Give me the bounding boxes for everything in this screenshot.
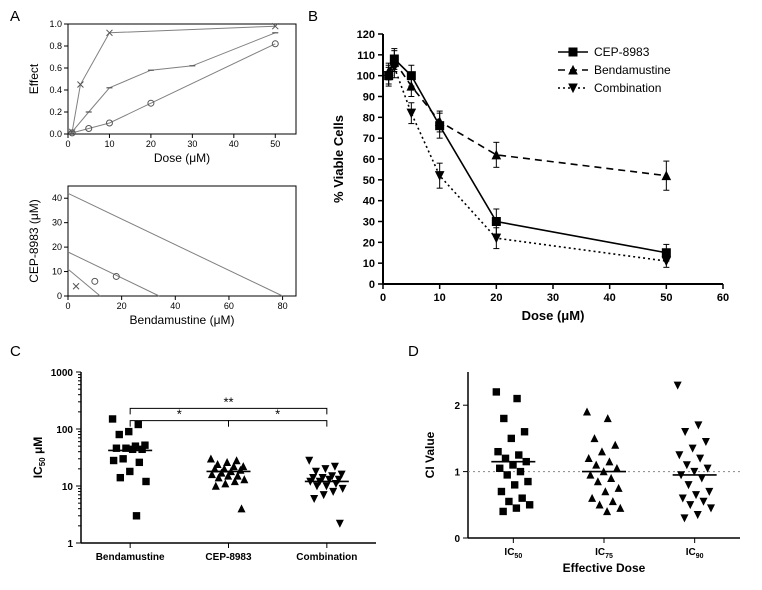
svg-text:IC90: IC90 — [686, 547, 704, 560]
svg-text:60: 60 — [363, 154, 375, 166]
svg-text:50: 50 — [363, 175, 375, 187]
svg-text:50: 50 — [660, 292, 672, 304]
svg-text:20: 20 — [363, 237, 375, 249]
svg-text:80: 80 — [363, 112, 375, 124]
svg-text:0: 0 — [65, 301, 70, 311]
svg-text:IC75: IC75 — [595, 547, 613, 560]
svg-text:20: 20 — [117, 301, 127, 311]
svg-text:20: 20 — [146, 139, 156, 149]
svg-text:60: 60 — [224, 301, 234, 311]
panel-label-b: B — [308, 8, 318, 25]
svg-text:*: * — [177, 407, 182, 422]
svg-text:0: 0 — [57, 291, 62, 301]
svg-text:*: * — [275, 407, 280, 422]
svg-text:40: 40 — [170, 301, 180, 311]
svg-text:100: 100 — [357, 71, 375, 83]
panel-b-viability: 0 10 20 30 40 50 60 70 80 90 100 110 120 0 10 20 30 40 50 6… — [323, 14, 753, 334]
svg-text:0.6: 0.6 — [49, 63, 62, 73]
svg-text:% Viable Cells: % Viable Cells — [331, 115, 346, 203]
svg-text:2: 2 — [454, 401, 460, 412]
svg-text:60: 60 — [717, 292, 729, 304]
svg-text:Combination: Combination — [594, 81, 661, 95]
panel-a-isobologram: 0 10 20 30 40 0 20 40 60 80 Bendamustine (μM) CEP-8… — [26, 178, 306, 338]
svg-text:10: 10 — [62, 482, 74, 493]
svg-text:70: 70 — [363, 133, 375, 145]
svg-text:IC50: IC50 — [504, 547, 522, 560]
svg-text:IC50 μM: IC50 μM — [31, 437, 47, 479]
svg-text:0: 0 — [369, 279, 375, 291]
svg-text:Combination: Combination — [296, 552, 357, 563]
svg-text:Dose (μM): Dose (μM) — [522, 308, 585, 323]
svg-text:110: 110 — [357, 50, 375, 62]
svg-text:Bendamustine (μM): Bendamustine (μM) — [130, 313, 235, 327]
svg-text:40: 40 — [604, 292, 616, 304]
svg-text:40: 40 — [229, 139, 239, 149]
svg-text:CEP-8983: CEP-8983 — [594, 45, 650, 59]
svg-text:10: 10 — [434, 292, 446, 304]
svg-text:40: 40 — [52, 193, 62, 203]
svg-text:120: 120 — [357, 29, 375, 41]
svg-text:80: 80 — [278, 301, 288, 311]
svg-text:100: 100 — [56, 425, 73, 436]
svg-text:0: 0 — [65, 139, 70, 149]
svg-text:0: 0 — [380, 292, 386, 304]
svg-text:Bendamustine: Bendamustine — [594, 63, 671, 77]
svg-text:CEP-8983: CEP-8983 — [205, 552, 252, 563]
svg-text:50: 50 — [270, 139, 280, 149]
svg-text:Effect: Effect — [27, 63, 41, 94]
svg-text:30: 30 — [187, 139, 197, 149]
svg-text:CEP-8983 (μM): CEP-8983 (μM) — [27, 199, 41, 283]
svg-text:0: 0 — [454, 534, 460, 545]
panel-c-ic50: 1 10 100 1000 Bendamustine CEP-8983 Combinatio… — [26, 358, 386, 578]
svg-text:1.0: 1.0 — [49, 19, 62, 29]
panel-a-effect-dose: 0.0 0.2 0.4 0.6 0.8 1.0 0 10 20 30 40 50 Dose (μM) Ef… — [26, 14, 306, 174]
svg-text:30: 30 — [363, 217, 375, 229]
svg-text:1: 1 — [454, 468, 460, 479]
svg-text:20: 20 — [52, 242, 62, 252]
svg-text:Bendamustine: Bendamustine — [96, 552, 165, 563]
svg-text:10: 10 — [52, 267, 62, 277]
svg-text:0.8: 0.8 — [49, 41, 62, 51]
svg-text:0.2: 0.2 — [49, 107, 62, 117]
svg-text:30: 30 — [52, 218, 62, 228]
svg-text:30: 30 — [547, 292, 559, 304]
svg-text:40: 40 — [363, 196, 375, 208]
svg-text:Effective Dose: Effective Dose — [563, 561, 646, 575]
svg-text:**: ** — [223, 394, 233, 409]
panel-label-d: D — [408, 343, 419, 360]
svg-text:1000: 1000 — [51, 368, 74, 379]
svg-text:1: 1 — [67, 539, 73, 550]
svg-text:0.0: 0.0 — [49, 129, 62, 139]
svg-text:CI Value: CI Value — [423, 431, 437, 478]
svg-text:20: 20 — [490, 292, 502, 304]
svg-text:10: 10 — [363, 258, 375, 270]
panel-label-c: C — [10, 343, 21, 360]
panel-d-ci: 0 1 2 IC50 IC75 IC90 Effective Dose CI Value — [420, 358, 750, 578]
svg-text:90: 90 — [363, 92, 375, 104]
svg-text:Dose (μM): Dose (μM) — [154, 151, 210, 165]
svg-text:10: 10 — [104, 139, 114, 149]
svg-text:0.4: 0.4 — [49, 85, 62, 95]
panel-label-a: A — [10, 8, 20, 25]
figure: A B C D 0.00.20.40.60.81.001020304050Dos… — [8, 8, 754, 582]
